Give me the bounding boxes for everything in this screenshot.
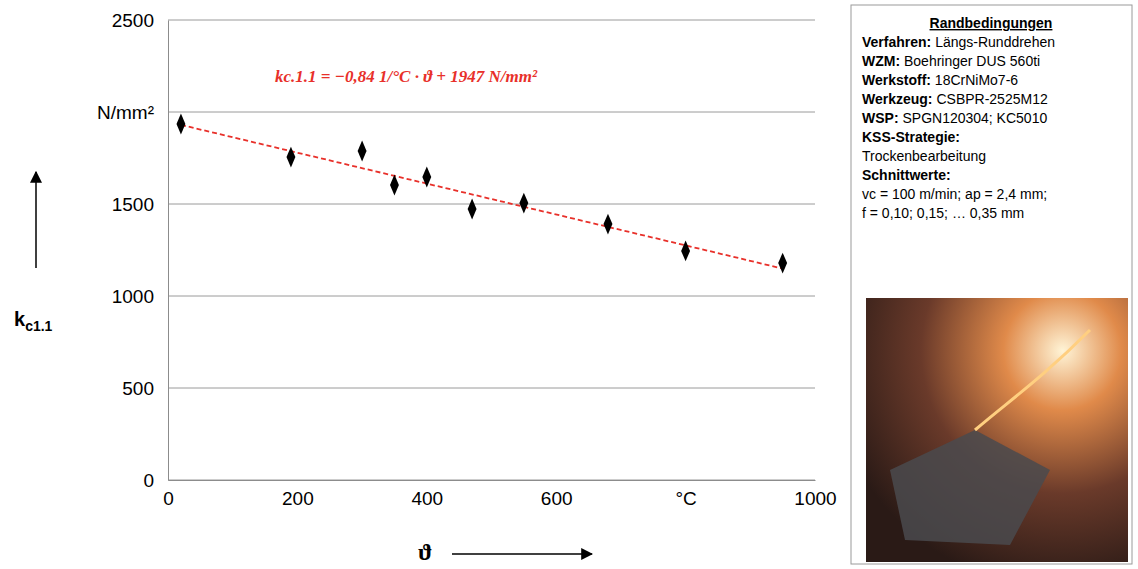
x-tick-label: 200 <box>282 488 314 509</box>
info-box: Randbedingungen Verfahren: Längs-Runddreh… <box>851 5 1132 564</box>
info-label: WSP: <box>862 110 899 126</box>
info-value: f = 0,10; 0,15; … 0,35 mm <box>862 205 1024 221</box>
x-tick: °C <box>675 480 696 509</box>
data-point <box>358 141 367 162</box>
y-tick: 2500 <box>112 10 168 31</box>
info-value: Trockenbearbeitung <box>862 148 986 164</box>
info-label: Schnittwerte: <box>862 167 951 183</box>
info-value: CSBPR-2525M12 <box>933 91 1048 107</box>
y-axis-line <box>168 21 169 481</box>
y-tick: 500 <box>122 378 168 399</box>
data-point <box>604 214 613 235</box>
data-point <box>286 147 295 168</box>
y-tick: N/mm² <box>97 102 168 123</box>
y-axis: 0 500 1000 1500 N/mm² 2500 <box>97 10 168 491</box>
photo-chip <box>975 330 1090 430</box>
y-tick-label: 1000 <box>112 286 154 307</box>
data-point <box>422 167 431 188</box>
data-point <box>681 240 690 261</box>
info-line: WZM: Boehringer DUS 560ti <box>862 53 1040 69</box>
y-tick-label: 500 <box>122 378 154 399</box>
grid-line <box>168 480 815 481</box>
data-point <box>468 199 477 220</box>
info-value: Längs-Runddrehen <box>931 34 1055 50</box>
info-title: Randbedingungen <box>930 15 1053 31</box>
x-arrow <box>452 553 592 555</box>
y-arrow <box>35 172 37 268</box>
y-tick-label: 2500 <box>112 10 154 31</box>
info-value: SPGN120304; KC5010 <box>899 110 1048 126</box>
y-tick-label: 1500 <box>112 194 154 215</box>
info-value: vc = 100 m/min; ap = 2,4 mm; <box>862 186 1047 202</box>
formula: kc.1.1 = −0,84 1/°C · ϑ + 1947 N/mm² <box>275 67 538 86</box>
x-axis: 0 200 400 600 °C 1000 <box>163 480 836 509</box>
data-point <box>778 253 787 274</box>
chart: 0 500 1000 1500 N/mm² 2500 0 200 400 600 °C 1000 kc.… <box>0 0 1138 569</box>
data-point <box>519 193 528 214</box>
plot-area <box>176 114 787 274</box>
photo-image <box>866 298 1128 562</box>
info-label: Verfahren: <box>862 34 931 50</box>
info-line: WSP: SPGN120304; KC5010 <box>862 110 1047 126</box>
grid-line <box>168 112 815 113</box>
grid-line <box>168 20 815 21</box>
info-label: Werkstoff: <box>862 72 931 88</box>
x-tick: 1000 <box>794 480 836 509</box>
info-label: WZM: <box>862 53 900 69</box>
x-tick: 200 <box>282 480 314 509</box>
x-tick-label: 600 <box>541 488 573 509</box>
info-frame <box>851 5 1132 564</box>
x-tick: 400 <box>411 480 443 509</box>
info-value: Boehringer DUS 560ti <box>900 53 1040 69</box>
info-value: 18CrNiMo7-6 <box>931 72 1018 88</box>
x-tick-label: 0 <box>163 488 174 509</box>
info-label: Werkzeug: <box>862 91 933 107</box>
grid-line <box>168 296 815 297</box>
trend-line <box>181 125 783 269</box>
x-axis-line <box>169 480 816 481</box>
photo-tool <box>890 430 1050 545</box>
x-tick-label: °C <box>675 488 696 509</box>
x-tick: 0 <box>163 480 174 509</box>
x-axis-title: ϑ <box>418 539 432 565</box>
grid-line <box>168 204 815 205</box>
info-line: KSS-Strategie: <box>862 129 960 145</box>
info-line: Werkzeug: CSBPR-2525M12 <box>862 91 1048 107</box>
grid <box>168 20 815 480</box>
info-line: Verfahren: Längs-Runddrehen <box>862 34 1055 50</box>
x-tick-label: 1000 <box>794 488 836 509</box>
y-tick: 1000 <box>112 286 168 307</box>
x-tick-label: 400 <box>411 488 443 509</box>
y-tick: 1500 <box>112 194 168 215</box>
photo <box>866 298 1128 562</box>
info-line: Werkstoff: 18CrNiMo7-6 <box>862 72 1018 88</box>
y-axis-title: kc1.1 <box>14 308 53 334</box>
y-tick-label: 0 <box>143 470 154 491</box>
info-label: KSS-Strategie: <box>862 129 960 145</box>
x-tick: 600 <box>541 480 573 509</box>
y-tick: 0 <box>143 470 168 491</box>
y-tick-label: N/mm² <box>97 102 154 123</box>
data-point <box>176 114 185 135</box>
grid-line <box>168 388 815 389</box>
info-line: Schnittwerte: <box>862 167 951 183</box>
data-point <box>390 175 399 196</box>
